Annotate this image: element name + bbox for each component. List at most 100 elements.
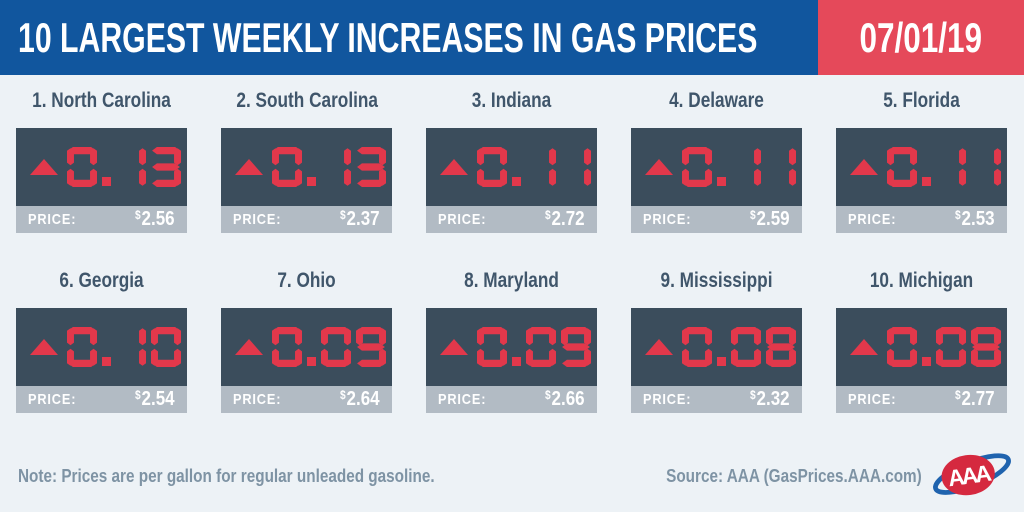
price-value: $2.37 <box>340 208 380 231</box>
price-label: PRICE: <box>233 211 282 228</box>
seven-segment-digit <box>151 327 181 367</box>
seven-segment-digit <box>526 327 556 367</box>
header-banner: 10 LARGEST WEEKLY INCREASES IN GAS PRICE… <box>0 0 1024 75</box>
seven-segment-digit <box>682 147 712 187</box>
price-label: PRICE: <box>848 391 897 408</box>
aaa-logo-icon: AAA <box>933 453 1011 496</box>
increase-value-digits <box>477 147 591 187</box>
state-name: 6. Georgia <box>59 269 144 292</box>
decimal-point <box>717 177 726 186</box>
seven-segment-digit <box>561 327 591 367</box>
decimal-point <box>512 177 521 186</box>
increase-display <box>221 128 392 206</box>
state-card: 8. Maryland PRICE: $2.66 <box>426 268 597 413</box>
increase-value-digits <box>67 327 181 367</box>
seven-segment-digit <box>139 148 146 186</box>
price-bar: PRICE: $2.72 <box>426 206 597 233</box>
seven-segment-digit <box>766 327 796 367</box>
price-label: PRICE: <box>643 391 692 408</box>
seven-segment-digit <box>887 147 917 187</box>
state-name: 10. Michigan <box>869 269 974 292</box>
seven-segment-digit <box>959 148 966 186</box>
increase-display <box>426 128 597 206</box>
increase-display <box>631 128 802 206</box>
seven-segment-digit <box>344 148 351 186</box>
increase-up-arrow-icon <box>30 339 58 355</box>
increase-value-digits <box>682 147 796 187</box>
increase-display <box>631 308 802 386</box>
source-text: Source: AAA (GasPrices.AAA.com) <box>666 465 922 486</box>
increase-up-arrow-icon <box>235 159 263 175</box>
price-value: $2.66 <box>545 388 585 411</box>
price-value: $2.32 <box>750 388 790 411</box>
dollar-sign: $ <box>135 208 142 222</box>
increase-value-digits <box>887 147 1001 187</box>
state-name: 3. Indiana <box>471 89 552 112</box>
seven-segment-digit <box>971 327 1001 367</box>
price-bar: PRICE: $2.59 <box>631 206 802 233</box>
seven-segment-digit <box>477 147 507 187</box>
increase-up-arrow-icon <box>850 159 878 175</box>
price-label: PRICE: <box>28 391 77 408</box>
dollar-sign: $ <box>750 208 757 222</box>
price-value: $2.56 <box>135 208 175 231</box>
seven-segment-digit <box>139 328 146 366</box>
decimal-point <box>922 177 931 186</box>
increase-value-digits <box>477 327 591 367</box>
price-amount: 2.56 <box>141 208 175 230</box>
price-value: $2.64 <box>340 388 380 411</box>
price-label: PRICE: <box>28 211 77 228</box>
increase-up-arrow-icon <box>440 339 468 355</box>
state-card: 9. Mississippi PRICE: $2.32 <box>631 268 802 413</box>
price-bar: PRICE: $2.37 <box>221 206 392 233</box>
increase-up-arrow-icon <box>30 159 58 175</box>
date-text: 07/01/19 <box>859 13 983 61</box>
price-label: PRICE: <box>643 211 692 228</box>
seven-segment-digit <box>994 148 1001 186</box>
state-card: 1. North Carolina PRICE: $2.56 <box>16 88 187 233</box>
seven-segment-digit <box>321 327 351 367</box>
footer: Note: Prices are per gallon for regular … <box>0 440 1024 512</box>
dollar-sign: $ <box>545 388 552 402</box>
state-name: 2. South Carolina <box>236 89 378 112</box>
price-bar: PRICE: $2.32 <box>631 386 802 413</box>
seven-segment-digit <box>584 148 591 186</box>
seven-segment-digit <box>272 147 302 187</box>
increase-up-arrow-icon <box>235 339 263 355</box>
increase-display <box>221 308 392 386</box>
price-amount: 2.32 <box>756 388 790 410</box>
seven-segment-digit <box>682 327 712 367</box>
dollar-sign: $ <box>135 388 142 402</box>
dollar-sign: $ <box>545 208 552 222</box>
cards-row-2: 6. Georgia PRICE: $2.54 7. Ohio PRICE: $… <box>16 268 1008 413</box>
increase-value-digits <box>272 327 386 367</box>
price-bar: PRICE: $2.54 <box>16 386 187 413</box>
increase-display <box>836 128 1007 206</box>
price-label: PRICE: <box>438 211 487 228</box>
state-card: 3. Indiana PRICE: $2.72 <box>426 88 597 233</box>
seven-segment-digit <box>754 148 761 186</box>
state-name: 1. North Carolina <box>32 89 171 112</box>
increase-display <box>16 128 187 206</box>
price-bar: PRICE: $2.77 <box>836 386 1007 413</box>
cards-row-1: 1. North Carolina PRICE: $2.56 2. South … <box>16 88 1008 233</box>
page-title: 10 LARGEST WEEKLY INCREASES IN GAS PRICE… <box>18 14 758 61</box>
state-name: 7. Ohio <box>277 269 336 292</box>
footnote-text: Note: Prices are per gallon for regular … <box>18 465 435 486</box>
state-card: 6. Georgia PRICE: $2.54 <box>16 268 187 413</box>
seven-segment-digit <box>67 327 97 367</box>
price-bar: PRICE: $2.64 <box>221 386 392 413</box>
decimal-point <box>307 357 316 366</box>
decimal-point <box>102 357 111 366</box>
seven-segment-digit <box>272 327 302 367</box>
dollar-sign: $ <box>955 388 962 402</box>
seven-segment-digit <box>936 327 966 367</box>
date-badge: 07/01/19 <box>818 0 1024 75</box>
decimal-point <box>922 357 931 366</box>
price-amount: 2.54 <box>141 388 175 410</box>
seven-segment-digit <box>152 147 181 187</box>
price-amount: 2.64 <box>346 388 380 410</box>
header-title-band: 10 LARGEST WEEKLY INCREASES IN GAS PRICE… <box>0 0 818 75</box>
dollar-sign: $ <box>955 208 962 222</box>
